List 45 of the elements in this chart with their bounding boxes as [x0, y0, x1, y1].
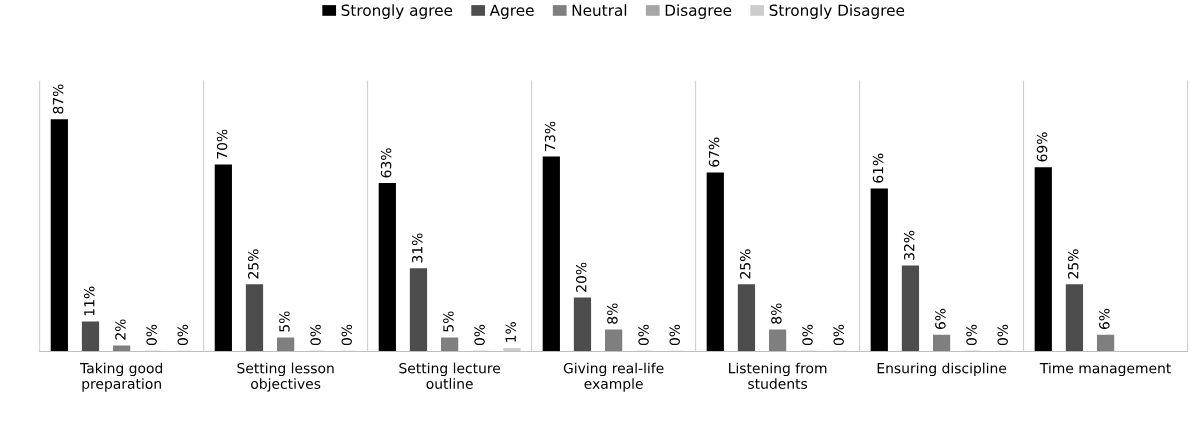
data-label: 87% [52, 84, 64, 114]
x-tick-label: Setting lecture outline [399, 362, 501, 389]
legend-label: Strongly Disagree [769, 4, 905, 19]
data-label: 6% [935, 308, 946, 330]
data-label: 0% [474, 324, 485, 346]
data-label: 0% [966, 324, 977, 346]
data-label: 61% [872, 153, 884, 183]
data-label: 70% [216, 129, 228, 159]
data-label: 25% [739, 249, 751, 279]
x-tick-label: Setting lesson objectives [237, 362, 334, 392]
data-label: 0% [177, 324, 188, 346]
data-label: 0% [146, 324, 157, 346]
data-label: 0% [669, 324, 680, 346]
data-label: 20% [575, 262, 587, 292]
data-label: 0% [310, 324, 321, 346]
x-tick-label: Taking good preparation [79, 362, 163, 392]
data-label: 73% [544, 121, 556, 151]
data-label: 8% [607, 303, 618, 324]
data-label: 2% [115, 319, 126, 340]
data-label: 69% [1036, 132, 1048, 162]
data-label: 67% [708, 137, 720, 167]
data-label: 6% [1099, 308, 1110, 330]
data-label: 25% [248, 249, 259, 279]
legend-label: Strongly agree [341, 4, 453, 19]
legend-label: Disagree [665, 4, 732, 19]
x-tick-label: Giving real-life example [563, 362, 664, 392]
data-label: 31% [412, 233, 423, 263]
x-tick-label: Time management [1039, 362, 1171, 377]
data-label: 5% [443, 311, 454, 332]
data-label: 0% [997, 324, 1008, 346]
data-label: 0% [638, 324, 649, 346]
x-tick-label: Listening from students [729, 362, 827, 389]
data-label: 11% [84, 286, 95, 316]
data-label: 32% [903, 230, 915, 260]
data-label: 63% [380, 148, 392, 178]
data-label: 25% [1067, 249, 1079, 279]
data-label: 0% [341, 324, 352, 346]
data-label: 5% [279, 311, 290, 332]
legend-label: Neutral [572, 4, 627, 17]
data-label: 0% [833, 324, 844, 346]
legend-label: Agree [489, 4, 534, 19]
data-label: 1% [505, 322, 516, 342]
data-label: 0% [802, 324, 813, 346]
data-label: 8% [771, 303, 782, 324]
x-tick-label: Ensuring discipline [877, 362, 1007, 377]
